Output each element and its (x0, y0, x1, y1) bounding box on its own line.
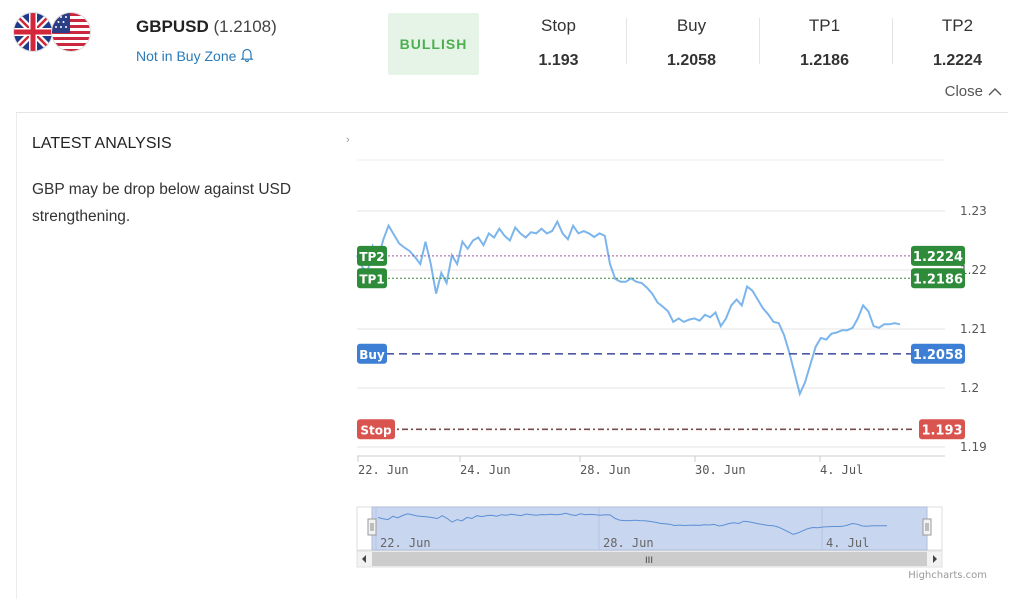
price-line (356, 219, 901, 397)
stop-badge (357, 419, 395, 440)
chart-credits[interactable]: Highcharts.com (908, 570, 987, 581)
tp2-value-badge (911, 245, 965, 266)
tp1-badge (357, 268, 387, 289)
buy-badge (357, 343, 387, 364)
tp1-badge-label: TP1 (359, 272, 384, 286)
x-tick-label: 22. Jun (358, 463, 409, 477)
tp2-label: TP2 (941, 16, 974, 35)
close-button[interactable]: Close (945, 83, 1002, 100)
y-tick-label: 1.2 (960, 381, 979, 395)
tp2-level: TP2 1.2224 (891, 16, 1024, 70)
panel-border (16, 113, 17, 599)
stop-level: Stop 1.193 (492, 16, 625, 70)
divider (759, 18, 760, 64)
buy-value-badge (911, 343, 965, 364)
tp1-label: TP1 (808, 16, 841, 35)
buy-level: Buy 1.2058 (625, 16, 758, 70)
buy-value-label: 1.2058 (913, 348, 963, 363)
sentiment-badge: BULLISH (388, 13, 479, 75)
buy-label: Buy (676, 16, 707, 35)
scrollbar-thumb[interactable] (372, 552, 927, 566)
tp2-value-label: 1.2224 (913, 250, 963, 265)
chevron-up-icon (988, 83, 1002, 100)
tp2-value: 1.2224 (933, 52, 982, 69)
navigator-tick-label: 4. Jul (826, 536, 869, 550)
scroll-left-arrow-icon[interactable] (362, 555, 366, 563)
tp1-level: TP1 1.2186 (758, 16, 891, 70)
divider (892, 18, 893, 64)
scroll-right-arrow-icon[interactable] (933, 555, 937, 563)
buy-badge-label: Buy (359, 348, 385, 362)
navigator-handle[interactable] (367, 518, 377, 536)
scrollbar-track[interactable] (356, 550, 943, 568)
stop-value-label: 1.193 (921, 423, 962, 438)
x-tick-label: 28. Jun (580, 463, 631, 477)
stop-label: Stop (541, 16, 576, 35)
uk-flag-icon (14, 13, 52, 51)
us-flag-icon (52, 13, 90, 51)
currency-flags (14, 13, 94, 51)
stop-value-badge (919, 419, 965, 440)
header-divider (16, 112, 1008, 113)
navigator-tick-label: 28. Jun (603, 536, 654, 550)
navigator-area (356, 506, 943, 551)
analysis-heading: LATEST ANALYSIS (32, 135, 172, 152)
y-tick-label: 1.19 (960, 440, 987, 454)
navigator-handle[interactable] (922, 518, 932, 536)
pair-price: (1.2108) (213, 17, 277, 36)
x-tick-label: 24. Jun (460, 463, 511, 477)
tp1-value-badge (911, 268, 965, 289)
stop-badge-label: Stop (360, 423, 392, 437)
tp1-value: 1.2186 (800, 52, 849, 69)
pair-symbol: GBPUSD (136, 17, 209, 36)
x-tick-label: 30. Jun (695, 463, 746, 477)
y-tick-label: 1.23 (960, 204, 987, 218)
pair-title: GBPUSD (1.2108) (136, 17, 277, 37)
y-tick-label: 1.22 (960, 263, 987, 277)
zone-status[interactable]: Not in Buy Zone (136, 47, 255, 65)
divider (626, 18, 627, 64)
tp2-badge-label: TP2 (359, 250, 384, 264)
navigator-selection[interactable] (371, 506, 928, 551)
buy-value: 1.2058 (667, 52, 716, 69)
expand-chevron-icon[interactable]: › (346, 134, 350, 146)
tp1-value-label: 1.2186 (913, 272, 963, 287)
close-label: Close (944, 83, 983, 100)
tp2-badge (357, 245, 387, 266)
stop-value: 1.193 (538, 52, 579, 69)
zone-status-label: Not in Buy Zone (136, 48, 237, 64)
bell-icon[interactable] (240, 47, 255, 65)
analysis-text: GBP may be drop below against USD streng… (32, 181, 292, 225)
navigator-tick-label: 22. Jun (380, 536, 431, 550)
navigator-series (377, 512, 888, 535)
scrollbar-grip-icon: III (645, 556, 653, 566)
x-tick-label: 4. Jul (820, 463, 863, 477)
y-tick-label: 1.21 (960, 322, 987, 336)
